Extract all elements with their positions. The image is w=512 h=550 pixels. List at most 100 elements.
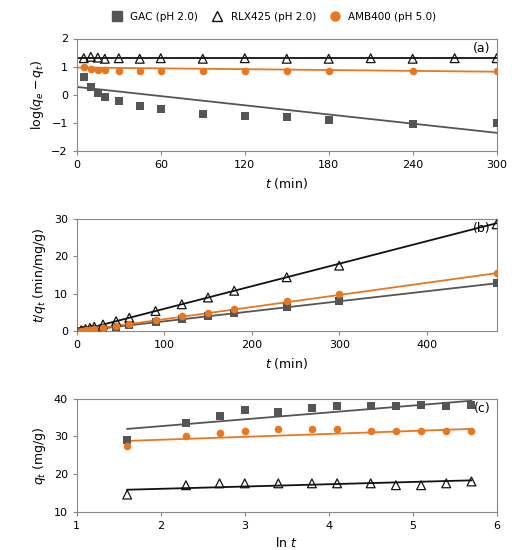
Point	[409, 54, 417, 63]
Y-axis label: $t/q_t$ (min/mg/g): $t/q_t$ (min/mg/g)	[31, 227, 48, 323]
Point	[80, 54, 88, 63]
Point	[230, 287, 239, 295]
Point	[199, 109, 207, 118]
Point	[409, 120, 417, 129]
Point	[112, 317, 120, 326]
Point	[216, 411, 224, 420]
Point	[308, 479, 316, 488]
Point	[87, 82, 95, 91]
Point	[493, 220, 501, 229]
Point	[101, 92, 109, 101]
Point	[241, 54, 249, 63]
Point	[283, 66, 291, 75]
Point	[417, 481, 425, 490]
Point	[136, 101, 144, 110]
Point	[467, 477, 476, 486]
Point	[442, 426, 451, 435]
Point	[152, 307, 160, 316]
Point	[392, 402, 400, 411]
Point	[101, 54, 109, 63]
Point	[335, 261, 343, 270]
Point	[274, 479, 283, 488]
Point	[333, 479, 341, 488]
Point	[178, 315, 186, 324]
Point	[216, 479, 224, 488]
Point	[99, 320, 107, 329]
Point	[493, 269, 501, 278]
Point	[90, 322, 98, 331]
Point	[125, 321, 133, 329]
Point	[283, 113, 291, 122]
Point	[199, 67, 207, 75]
Point	[115, 66, 123, 75]
Point	[308, 425, 316, 433]
Point	[274, 408, 283, 416]
X-axis label: $\ln\,t$: $\ln\,t$	[275, 536, 298, 550]
Point	[80, 62, 88, 71]
Point	[178, 312, 186, 321]
Point	[274, 425, 283, 433]
Point	[90, 324, 98, 333]
Point	[367, 402, 375, 411]
Point	[125, 314, 133, 322]
Point	[157, 54, 165, 63]
Point	[77, 326, 86, 334]
Point	[241, 479, 249, 488]
Point	[493, 67, 501, 75]
Point	[115, 54, 123, 63]
Point	[493, 54, 501, 63]
Point	[136, 66, 144, 75]
Y-axis label: $\log(q_e - q_t)$: $\log(q_e - q_t)$	[29, 59, 46, 130]
Point	[325, 54, 333, 63]
Point	[283, 303, 291, 312]
Point	[125, 320, 133, 328]
Legend: GAC (pH 2.0), RLX425 (pH 2.0), AMB400 (pH 5.0): GAC (pH 2.0), RLX425 (pH 2.0), AMB400 (p…	[102, 8, 440, 26]
Point	[308, 404, 316, 412]
Point	[325, 67, 333, 75]
Point	[99, 323, 107, 332]
Point	[241, 406, 249, 415]
Point	[123, 490, 131, 499]
Point	[367, 54, 375, 63]
Point	[77, 326, 86, 335]
Point	[367, 479, 375, 488]
Point	[152, 318, 160, 327]
Point	[86, 326, 94, 334]
Point	[241, 66, 249, 75]
Point	[101, 66, 109, 75]
Point	[333, 425, 341, 433]
Point	[367, 426, 375, 435]
Point	[199, 54, 207, 63]
Point	[204, 308, 212, 317]
Point	[493, 119, 501, 128]
Point	[94, 88, 102, 97]
Point	[157, 66, 165, 75]
Point	[333, 402, 341, 411]
Point	[182, 481, 190, 490]
Point	[87, 52, 95, 61]
Point	[442, 402, 451, 411]
Text: (a): (a)	[473, 42, 490, 55]
Point	[392, 426, 400, 435]
Point	[112, 322, 120, 331]
Point	[182, 419, 190, 428]
Point	[451, 54, 459, 63]
Point	[123, 442, 131, 450]
Point	[467, 400, 476, 409]
Point	[81, 326, 90, 334]
Point	[115, 97, 123, 106]
Point	[325, 115, 333, 124]
Point	[409, 66, 417, 75]
Point	[241, 426, 249, 435]
Point	[204, 312, 212, 321]
Point	[283, 273, 291, 282]
Point	[417, 400, 425, 409]
Point	[136, 54, 144, 63]
Point	[241, 112, 249, 120]
X-axis label: $t$ (min): $t$ (min)	[265, 175, 308, 191]
Point	[77, 326, 86, 335]
Point	[152, 316, 160, 324]
Point	[493, 279, 501, 288]
Point	[157, 105, 165, 114]
Text: (c): (c)	[474, 402, 490, 415]
